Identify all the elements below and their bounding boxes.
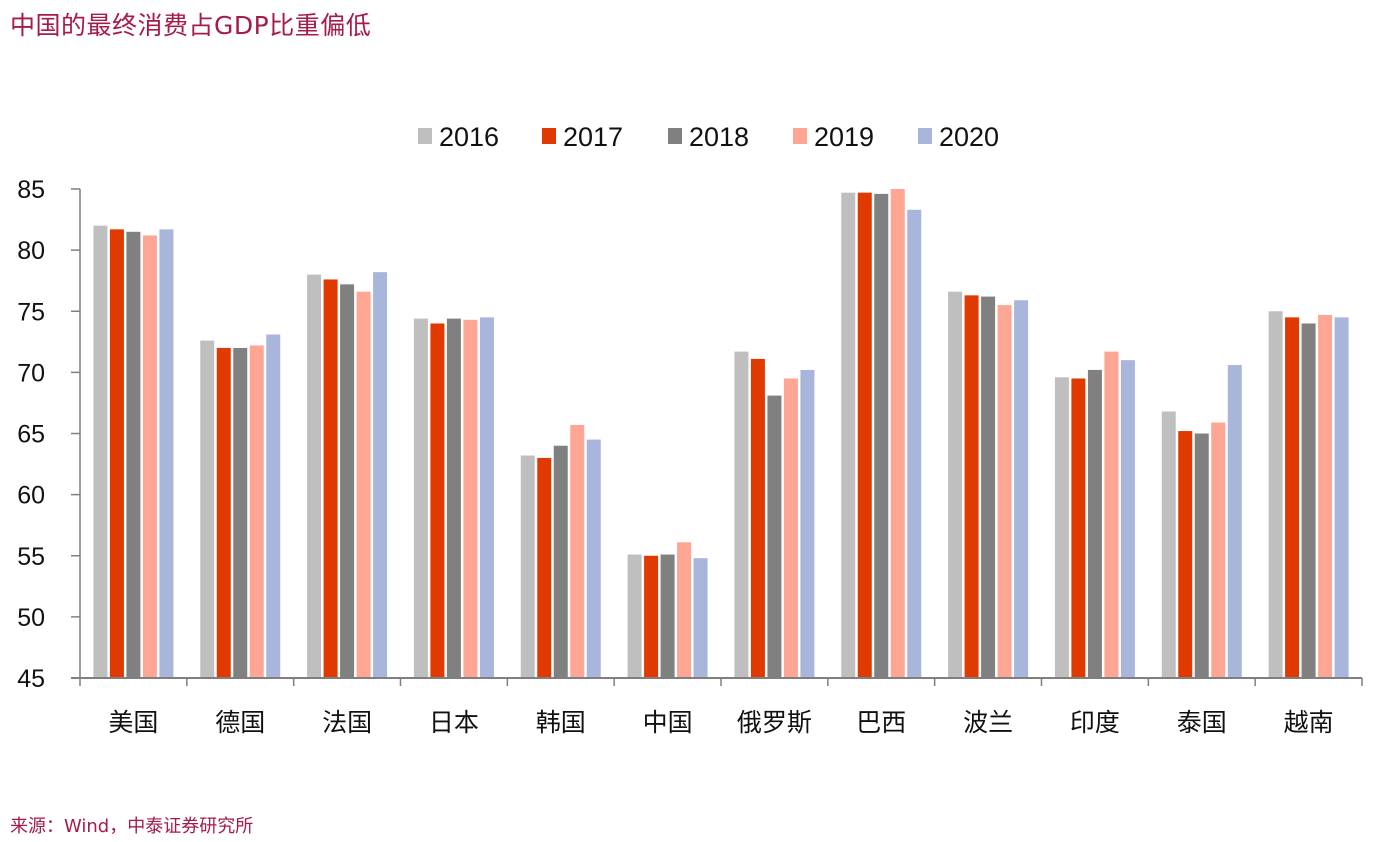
bar-2019-巴西: [890, 189, 905, 678]
bar-2019-波兰: [997, 305, 1012, 678]
bar-2020-越南: [1334, 317, 1349, 678]
legend-swatch-2016: [418, 128, 432, 144]
bar-2019-韩国: [570, 424, 585, 678]
x-tick-label: 泰国: [1177, 708, 1227, 737]
x-tick-label: 越南: [1284, 708, 1334, 737]
legend-label: 2016: [439, 122, 499, 152]
x-tick-label: 法国: [322, 708, 372, 737]
legend-label: 2020: [939, 122, 999, 152]
y-tick-label: 55: [17, 543, 45, 571]
x-axis: 美国 德国 法国 日本 韩国 中国 俄罗斯 巴西 波兰 印度 泰国 越南: [71, 677, 1363, 737]
x-tick-label: 韩国: [536, 708, 586, 737]
legend-swatch-2019: [793, 128, 807, 144]
bar-2017-中国: [644, 555, 659, 678]
bar-2016-韩国: [520, 455, 535, 678]
bar-2017-巴西: [857, 192, 872, 679]
x-tick-label: 中国: [643, 708, 693, 737]
legend: 2016 2017 2018 2019 2020: [418, 122, 999, 152]
bar-2020-德国: [266, 334, 281, 678]
bar-2016-俄罗斯: [734, 351, 749, 678]
bar-2018-波兰: [981, 296, 996, 678]
bar-2020-俄罗斯: [800, 369, 815, 678]
bar-2018-中国: [660, 554, 675, 678]
bar-2017-波兰: [964, 295, 979, 678]
bar-2019-日本: [463, 319, 478, 678]
y-tick-label: 70: [17, 359, 45, 387]
bar-2018-巴西: [874, 193, 889, 678]
bar-2018-俄罗斯: [767, 395, 782, 678]
bar-2016-法国: [307, 274, 322, 678]
bar-2019-美国: [142, 235, 157, 678]
legend-swatch-2020: [918, 128, 932, 144]
bar-2016-越南: [1268, 311, 1283, 678]
y-tick-label: 50: [17, 604, 45, 632]
y-tick-label: 45: [17, 665, 45, 693]
bar-2016-美国: [93, 225, 108, 679]
bar-2018-印度: [1087, 369, 1102, 678]
x-tick-label: 印度: [1070, 708, 1120, 737]
bar-2017-印度: [1071, 378, 1086, 678]
y-tick-label: 60: [17, 482, 45, 510]
bar-2018-越南: [1301, 323, 1316, 678]
bar-2019-印度: [1104, 351, 1119, 678]
bar-2018-德国: [233, 347, 248, 678]
x-tick-label: 日本: [429, 708, 479, 737]
bar-2016-德国: [200, 340, 215, 678]
bar-2019-法国: [356, 291, 371, 678]
bar-2016-日本: [413, 318, 428, 678]
x-tick-label: 美国: [108, 708, 158, 737]
legend-swatch-2017: [542, 128, 556, 144]
legend-label: 2019: [814, 122, 874, 152]
y-tick-label: 85: [17, 176, 45, 204]
bar-2016-印度: [1054, 377, 1069, 678]
bar-2020-泰国: [1227, 365, 1242, 678]
bar-2017-日本: [430, 323, 445, 678]
bars: [93, 189, 1349, 679]
bar-2019-越南: [1318, 314, 1333, 678]
legend-swatch-2018: [668, 128, 682, 144]
bar-2020-韩国: [586, 439, 601, 678]
bar-2018-泰国: [1194, 433, 1209, 678]
x-tick-label: 波兰: [963, 708, 1013, 737]
legend-label: 2017: [563, 122, 623, 152]
bar-2016-巴西: [841, 192, 856, 679]
bar-2020-波兰: [1014, 300, 1029, 678]
bar-2020-中国: [693, 558, 708, 678]
bar-2018-韩国: [553, 445, 568, 678]
x-tick-label: 德国: [215, 708, 265, 737]
x-tick-label: 巴西: [856, 708, 906, 737]
bar-2018-日本: [446, 318, 461, 678]
y-tick-label: 65: [17, 421, 45, 449]
bar-2018-法国: [340, 284, 355, 678]
bar-2017-俄罗斯: [750, 358, 765, 678]
bar-2020-印度: [1120, 360, 1135, 678]
source-note: 来源：Wind，中泰证券研究所: [10, 816, 254, 837]
bar-2020-日本: [479, 317, 494, 678]
bar-2016-中国: [627, 554, 642, 678]
x-tick-label: 俄罗斯: [737, 708, 812, 737]
bar-2017-德国: [216, 347, 231, 678]
chart-title: 中国的最终消费占GDP比重偏低: [10, 11, 372, 40]
bar-2017-泰国: [1178, 431, 1193, 678]
bar-2020-巴西: [907, 209, 922, 678]
bar-2019-俄罗斯: [783, 378, 798, 678]
bar-2019-德国: [249, 345, 264, 678]
bar-2019-泰国: [1211, 422, 1226, 678]
y-axis: 45 50 55 60 65 70 75 80 85: [17, 176, 81, 693]
bar-2017-美国: [109, 229, 124, 678]
bar-2018-美国: [126, 231, 141, 678]
bar-2017-韩国: [537, 457, 552, 678]
bar-2017-法国: [323, 279, 338, 678]
bar-2020-法国: [373, 272, 388, 678]
y-tick-label: 75: [17, 298, 45, 326]
bar-2020-美国: [159, 229, 174, 678]
bar-2019-中国: [677, 542, 692, 678]
legend-label: 2018: [689, 122, 749, 152]
bar-2016-泰国: [1161, 411, 1176, 678]
y-tick-label: 80: [17, 237, 45, 265]
bar-2017-越南: [1285, 317, 1300, 678]
bar-2016-波兰: [948, 291, 963, 678]
